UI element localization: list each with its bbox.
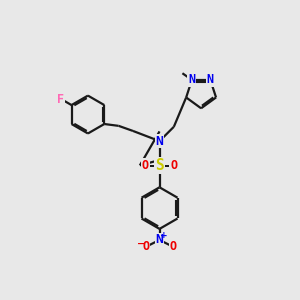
Text: S: S xyxy=(155,158,164,173)
Text: N: N xyxy=(207,74,214,86)
Text: O: O xyxy=(170,159,177,172)
Text: N: N xyxy=(188,74,195,86)
Text: −: − xyxy=(136,238,145,248)
Text: N: N xyxy=(155,233,164,247)
Text: O: O xyxy=(170,240,177,254)
Text: S: S xyxy=(155,158,164,173)
Text: O: O xyxy=(142,159,149,172)
Text: N: N xyxy=(155,135,164,148)
Text: O: O xyxy=(142,159,149,172)
Text: +: + xyxy=(160,231,167,240)
Text: O: O xyxy=(142,240,149,254)
Text: F: F xyxy=(57,93,64,106)
Text: S: S xyxy=(155,158,164,173)
Text: O: O xyxy=(170,159,177,172)
